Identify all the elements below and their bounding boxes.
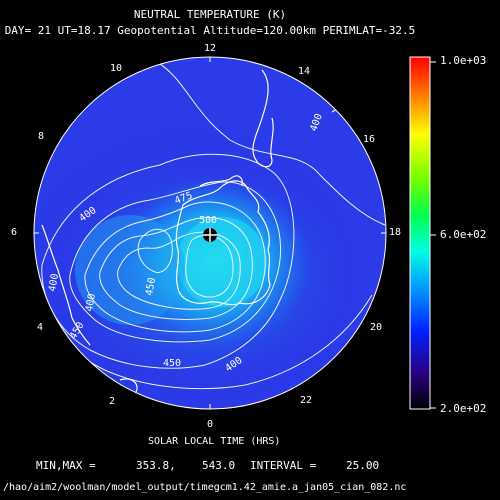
clock-label-0: 0	[207, 419, 214, 430]
clock-label-6: 6	[11, 227, 18, 238]
interval-value: 25.00	[346, 459, 380, 472]
colorbar-mid-label: 6.0e+02	[440, 228, 487, 241]
clock-label-2: 2	[109, 396, 116, 407]
contour-label: 400	[84, 293, 98, 313]
clock-label-20: 20	[370, 322, 383, 333]
interval-label: INTERVAL =	[250, 459, 317, 472]
clock-label-18: 18	[389, 227, 402, 238]
clock-ticks	[34, 57, 386, 409]
clock-label-12: 12	[204, 43, 217, 54]
colorbar-min-label: 2.0e+02	[440, 402, 487, 415]
colorbar	[409, 56, 431, 410]
clock-label-14: 14	[298, 66, 311, 77]
contour-label: 450	[163, 358, 181, 369]
clock-label-8: 8	[38, 131, 45, 142]
clock-label-16: 16	[363, 134, 376, 145]
clock-label-4: 4	[37, 322, 44, 333]
plot-title: NEUTRAL TEMPERATURE (K)	[133, 8, 287, 21]
contour-label: 500	[199, 215, 217, 226]
file-path: /hao/aim2/woolman/model_output/timegcm1.…	[3, 482, 407, 493]
clock-label-22: 22	[300, 395, 313, 406]
max-value: 543.0	[202, 459, 236, 472]
min-value: 353.8,	[136, 459, 176, 472]
pole-marker	[203, 228, 217, 242]
colorbar-max-label: 1.0e+03	[440, 54, 487, 67]
contour-lines	[41, 57, 386, 390]
clock-label-10: 10	[110, 63, 123, 74]
minmax-label: MIN,MAX =	[36, 459, 96, 472]
x-axis-label: SOLAR LOCAL TIME (HRS)	[148, 436, 281, 447]
plot-subtitle: DAY= 21 UT=18.17 Geopotential Altitude=1…	[4, 24, 416, 37]
contour-label: 450	[144, 277, 158, 297]
contour-label: 400	[47, 273, 61, 293]
